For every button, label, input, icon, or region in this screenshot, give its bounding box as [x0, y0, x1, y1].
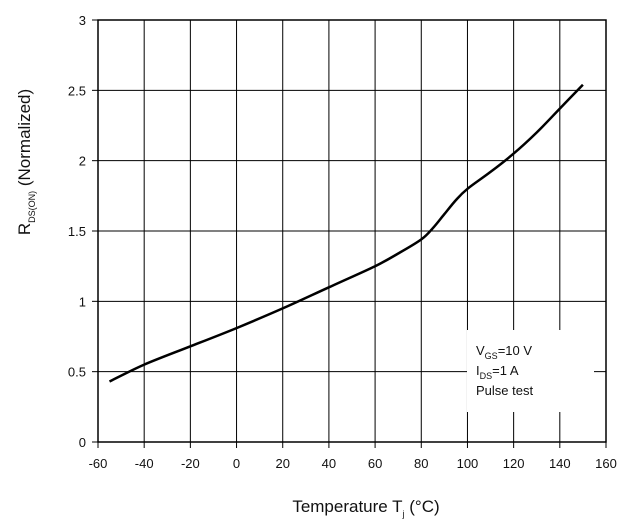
annotation-vgs: VGS=10 V	[476, 343, 532, 361]
x-tick-label: -40	[135, 456, 154, 471]
x-tick-label: 0	[233, 456, 240, 471]
x-axis-label: Temperature Tj (°C)	[292, 497, 439, 519]
y-tick-label: 0.5	[68, 365, 86, 380]
x-tick-label: 160	[595, 456, 617, 471]
plot-frame	[97, 19, 607, 443]
annotation-background	[467, 330, 594, 412]
x-tick-label: 40	[322, 456, 336, 471]
y-tick-labels: 0 0.5 1 1.5 2 2.5 3	[68, 13, 86, 450]
x-tick-labels: -60 -40 -20 0 20 40 60 80 100 120 140 160	[89, 456, 617, 471]
annotation-ids: IDS=1 A	[476, 363, 519, 381]
y-tick-label: 0	[79, 435, 86, 450]
annotation-box: VGS=10 V IDS=1 A Pulse test	[467, 330, 594, 412]
y-tick-label: 3	[79, 13, 86, 28]
y-tick-label: 2.5	[68, 83, 86, 98]
x-tick-label: 80	[414, 456, 428, 471]
x-tick-label: 20	[275, 456, 289, 471]
x-tick-label: 120	[503, 456, 525, 471]
x-tick-label: -60	[89, 456, 108, 471]
x-tick-label: 100	[457, 456, 479, 471]
x-tick-label: 60	[368, 456, 382, 471]
series-line	[108, 83, 584, 383]
x-tick-label: -20	[181, 456, 200, 471]
y-tick-label: 1.5	[68, 224, 86, 239]
y-tick-label: 1	[79, 294, 86, 309]
annotation-pulse-test: Pulse test	[476, 383, 533, 398]
y-tick-label: 2	[79, 154, 86, 169]
x-tick-label: 140	[549, 456, 571, 471]
y-axis-label: RDS(ON) (Normalized)	[15, 89, 37, 235]
